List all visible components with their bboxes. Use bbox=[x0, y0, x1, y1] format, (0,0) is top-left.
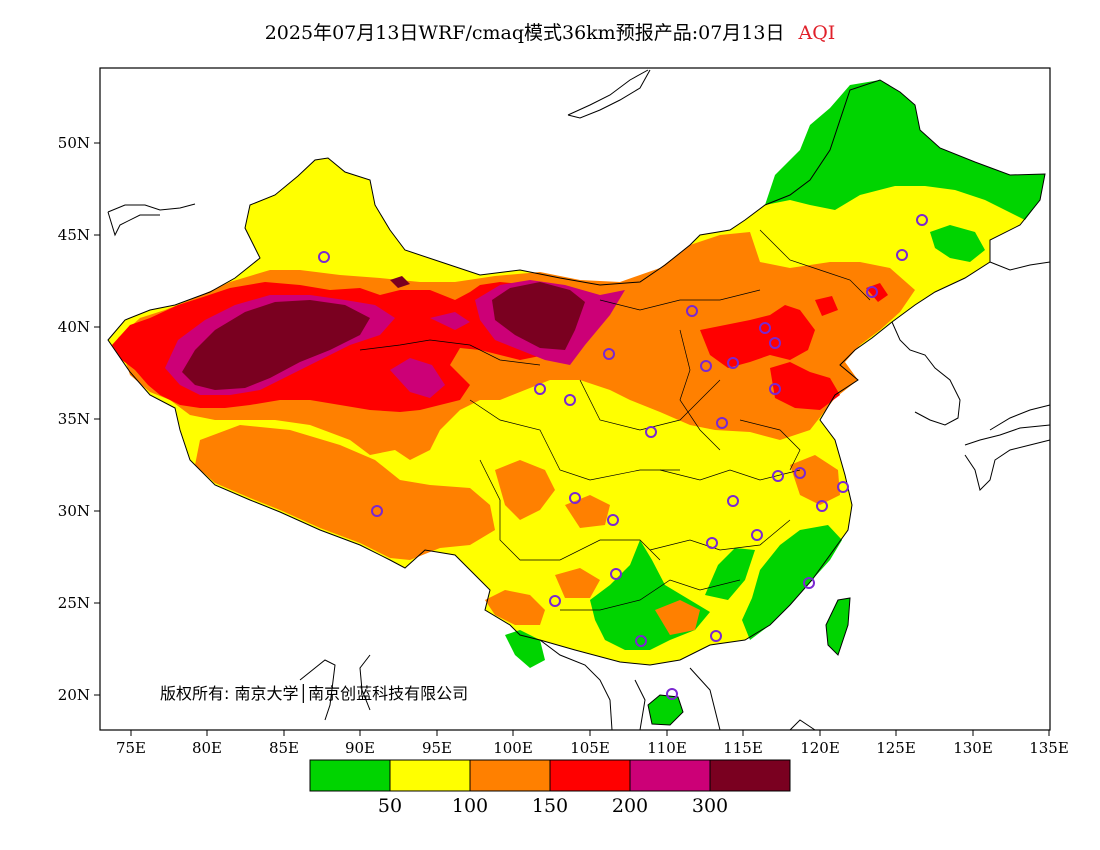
lat-tick-label: 50N bbox=[58, 134, 90, 152]
lat-tick-label: 25N bbox=[58, 594, 90, 612]
lon-tick-label: 80E bbox=[192, 739, 222, 757]
region-good-guangdong bbox=[705, 548, 755, 600]
colorbar bbox=[309, 759, 791, 792]
lon-tick-label: 130E bbox=[953, 739, 993, 757]
region-good-northeast bbox=[765, 80, 1045, 220]
lon-tick-label: 125E bbox=[876, 739, 916, 757]
colorbar-label: 300 bbox=[692, 795, 728, 817]
region-usg-tibet bbox=[195, 425, 495, 560]
variable-label: AQI bbox=[798, 22, 836, 44]
lon-tick-label: 115E bbox=[723, 739, 763, 757]
region-usg-sichuan bbox=[495, 460, 555, 520]
lon-tick-label: 135E bbox=[1029, 739, 1069, 757]
lat-axis: 20N 25N 30N 35N 40N 45N 50N bbox=[58, 134, 100, 704]
lat-tick-label: 45N bbox=[58, 226, 90, 244]
region-hazardous-gobi bbox=[492, 282, 585, 350]
copyright-notice: 版权所有: 南京大学│南京创蓝科技有限公司 bbox=[160, 684, 469, 703]
region-hazardous-tarim bbox=[182, 300, 370, 390]
region-usg-jiangsu bbox=[790, 455, 840, 505]
lon-tick-label: 95E bbox=[422, 739, 452, 757]
colorbar-swatch bbox=[389, 759, 471, 792]
colorbar-swatch bbox=[709, 759, 791, 792]
city-markers bbox=[318, 214, 928, 700]
region-usg-guizhou bbox=[555, 568, 600, 598]
title-text: 2025年07月13日WRF/cmaq模式36km预报产品:07月13日 bbox=[264, 22, 785, 44]
region-good-jilin bbox=[930, 225, 985, 262]
lon-tick-label: 120E bbox=[800, 739, 840, 757]
lat-tick-label: 35N bbox=[58, 410, 90, 428]
neighbour-coastlines bbox=[107, 69, 1051, 731]
taiwan-island bbox=[825, 597, 851, 656]
region-unhealthy-shandong bbox=[770, 362, 840, 410]
region-good-yunnan bbox=[505, 630, 545, 668]
colorbar-swatch bbox=[549, 759, 631, 792]
lon-tick-label: 110E bbox=[647, 739, 687, 757]
region-usg-guangxi bbox=[655, 600, 700, 635]
region-hazardous-turpan bbox=[390, 276, 410, 288]
map-title: 2025年07月13日WRF/cmaq模式36km预报产品:07月13日 AQI bbox=[0, 18, 1100, 45]
colorbar-label: 50 bbox=[378, 795, 402, 817]
hainan-island bbox=[647, 694, 684, 726]
lon-tick-label: 105E bbox=[570, 739, 610, 757]
lat-tick-label: 20N bbox=[58, 686, 90, 704]
region-unhealthy-northchina bbox=[700, 305, 815, 368]
region-good-southeast bbox=[742, 525, 842, 640]
lon-tick-label: 75E bbox=[116, 739, 146, 757]
region-usg-yunnan bbox=[485, 590, 545, 625]
region-very-unhealthy-qaidam bbox=[390, 358, 445, 398]
map-area bbox=[99, 67, 1051, 731]
lon-axis: 75E 80E 85E 90E 95E 100E 105E 110E 115E … bbox=[116, 730, 1069, 757]
colorbar-labels: 50 100 150 200 300 bbox=[378, 795, 728, 817]
lon-tick-label: 85E bbox=[269, 739, 299, 757]
lon-tick-label: 100E bbox=[493, 739, 533, 757]
colorbar-swatch bbox=[629, 759, 711, 792]
province-boundaries bbox=[359, 229, 871, 611]
colorbar-swatch bbox=[309, 759, 391, 792]
lat-tick-label: 40N bbox=[58, 318, 90, 336]
colorbar-swatch bbox=[469, 759, 551, 792]
colorbar-label: 100 bbox=[452, 795, 488, 817]
colorbar-label: 150 bbox=[532, 795, 568, 817]
region-unhealthy-hebei bbox=[815, 296, 838, 316]
lat-tick-label: 30N bbox=[58, 502, 90, 520]
region-very-unhealthy-hami bbox=[430, 312, 470, 330]
lon-tick-label: 90E bbox=[345, 739, 375, 757]
colorbar-label: 200 bbox=[612, 795, 648, 817]
